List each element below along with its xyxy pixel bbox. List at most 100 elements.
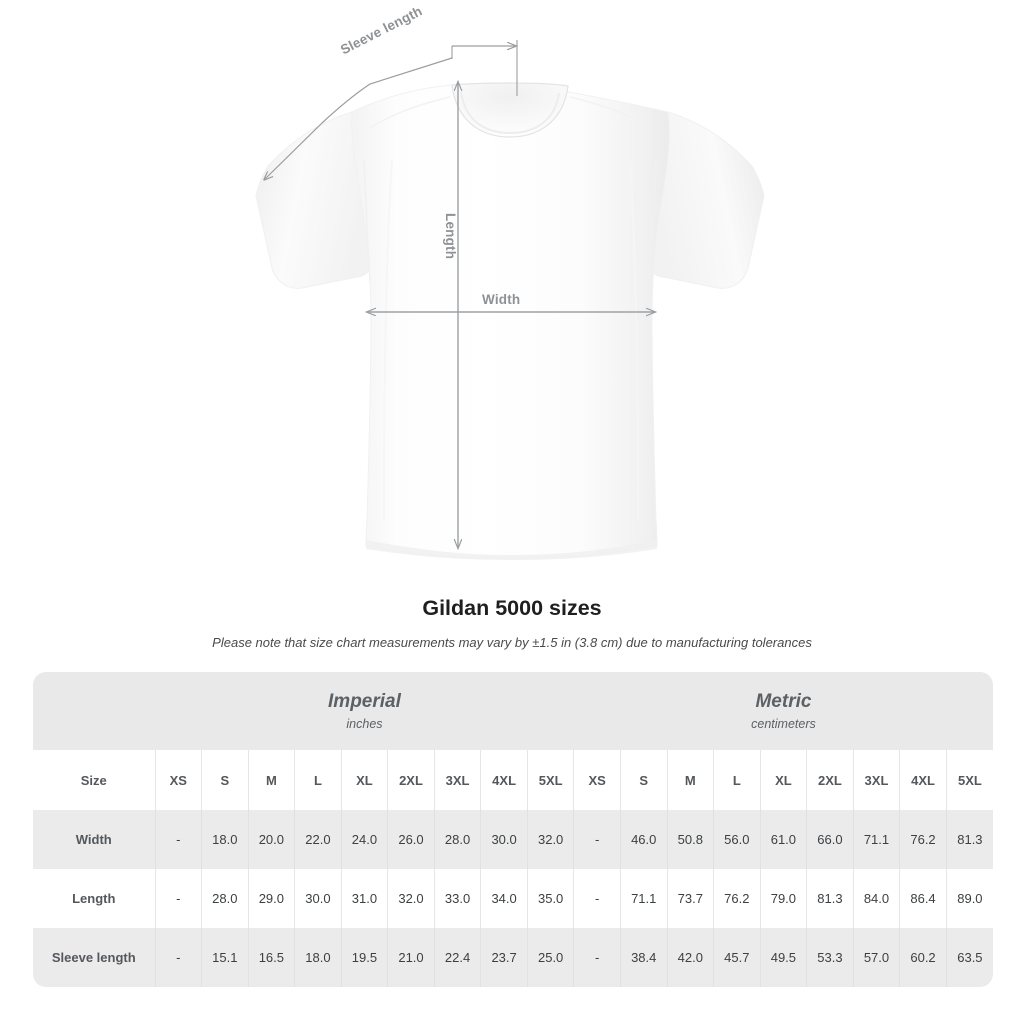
cell-metric-s: 71.1 <box>619 869 668 928</box>
size-header-cell-4xl: 4XL <box>480 750 528 810</box>
cell-metric-s: 46.0 <box>619 810 668 869</box>
row-label-sleeve-length: Sleeve length <box>33 928 155 987</box>
page-title: Gildan 5000 sizes <box>422 596 602 620</box>
cell-imperial-5xl: 35.0 <box>526 869 574 928</box>
cell-imperial-l: 22.0 <box>294 810 342 869</box>
size-header-label: Size <box>33 750 155 810</box>
cell-imperial-xs: - <box>154 810 202 869</box>
size-header-cell-xs: XS <box>573 750 621 810</box>
tshirt-sleeve-seam-left <box>363 159 371 283</box>
cell-imperial-s: 15.1 <box>201 928 249 987</box>
cell-imperial-l: 30.0 <box>294 869 342 928</box>
cell-imperial-2xl: 21.0 <box>387 928 435 987</box>
cell-metric-2xl: 81.3 <box>806 869 854 928</box>
table-row: Width -18.0 20.0 22.0 24.0 26.0 28.0 30.0 32.0-4… <box>33 810 993 869</box>
cell-imperial-m: 16.5 <box>247 928 295 987</box>
unit-header-imperial: Imperial inches <box>155 672 574 750</box>
length-label: Length <box>443 213 458 260</box>
cell-imperial-3xl: 28.0 <box>433 810 481 869</box>
cell-metric-5xl: 89.0 <box>945 869 993 928</box>
unit-subtitle: inches <box>346 717 383 732</box>
unit-band-spacer <box>33 672 155 750</box>
chart-header: Gildan 5000 sizes Please note that size … <box>0 596 1024 650</box>
size-header-cell-5xl: 5XL <box>526 750 574 810</box>
cell-metric-xs: - <box>573 810 621 869</box>
unit-name: Metric <box>755 690 812 712</box>
tshirt-collar-inner <box>460 91 560 135</box>
cell-metric-4xl: 60.2 <box>899 928 947 987</box>
size-header-cell-l: L <box>713 750 761 810</box>
size-header-cell-l: L <box>294 750 342 810</box>
sleeve-length-arrow <box>264 57 453 180</box>
cell-imperial-m: 20.0 <box>247 810 295 869</box>
tshirt-hem-shadow <box>366 540 657 560</box>
cell-metric-l: 56.0 <box>713 810 761 869</box>
cell-metric-xs: - <box>573 928 621 987</box>
tshirt-fold-left <box>383 159 393 521</box>
size-header-cell-xl: XL <box>759 750 807 810</box>
cell-metric-m: 73.7 <box>666 869 714 928</box>
cell-imperial-xs: - <box>154 869 202 928</box>
tshirt-sleeve-seam-right <box>649 159 657 283</box>
size-header-cell-m: M <box>247 750 295 810</box>
row-label-length: Length <box>33 869 155 928</box>
unit-name: Imperial <box>328 690 401 712</box>
cell-imperial-xl: 31.0 <box>340 869 388 928</box>
cell-imperial-m: 29.0 <box>247 869 295 928</box>
cell-imperial-l: 18.0 <box>294 928 342 987</box>
cell-imperial-4xl: 23.7 <box>480 928 528 987</box>
tshirt-illustration <box>255 40 765 560</box>
cell-imperial-5xl: 32.0 <box>526 810 574 869</box>
size-header-cell-2xl: 2XL <box>387 750 435 810</box>
cell-imperial-xs: - <box>154 928 202 987</box>
cell-imperial-s: 18.0 <box>201 810 249 869</box>
cell-metric-5xl: 63.5 <box>945 928 993 987</box>
table-row: Sleeve length -15.1 16.5 18.0 19.5 21.0 22.4 23… <box>33 928 993 987</box>
cell-metric-s: 38.4 <box>619 928 668 987</box>
tshirt-diagram: Sleeve length Length Width <box>255 3 765 560</box>
size-header-cell-xs: XS <box>154 750 202 810</box>
cell-metric-3xl: 57.0 <box>852 928 900 987</box>
cell-imperial-2xl: 32.0 <box>387 869 435 928</box>
cell-metric-xl: 49.5 <box>759 928 807 987</box>
cell-metric-xl: 79.0 <box>759 869 807 928</box>
unit-subtitle: centimeters <box>751 717 816 732</box>
cell-metric-2xl: 66.0 <box>806 810 854 869</box>
tshirt-shoulder-left <box>369 96 451 129</box>
cell-metric-m: 42.0 <box>666 928 714 987</box>
cell-metric-5xl: 81.3 <box>945 810 993 869</box>
unit-band-row: Imperial inches Metric centimeters <box>33 672 993 750</box>
cell-metric-xl: 61.0 <box>759 810 807 869</box>
cell-metric-m: 50.8 <box>666 810 714 869</box>
size-header-cell-3xl: 3XL <box>433 750 481 810</box>
size-header-cell-3xl: 3XL <box>852 750 900 810</box>
unit-header-metric: Metric centimeters <box>573 672 993 750</box>
tshirt-collar <box>451 82 569 138</box>
cell-imperial-5xl: 25.0 <box>526 928 574 987</box>
size-header-cell-4xl: 4XL <box>899 750 947 810</box>
cell-metric-l: 76.2 <box>713 869 761 928</box>
cell-imperial-xl: 19.5 <box>340 928 388 987</box>
cell-imperial-xl: 24.0 <box>340 810 388 869</box>
size-table: Imperial inches Metric centimeters Size XS S M L… <box>33 672 993 987</box>
cell-metric-xs: - <box>573 869 621 928</box>
cell-metric-4xl: 86.4 <box>899 869 947 928</box>
size-header-row: Size XS S M L XL 2XL 3XL 4XL 5XL XS S M L XL 2XL 3XL 4XL 5… <box>33 750 993 810</box>
cell-imperial-4xl: 30.0 <box>480 810 528 869</box>
size-header-cell-xl: XL <box>340 750 388 810</box>
size-header-cell-m: M <box>666 750 714 810</box>
table-row: Length -28.0 29.0 30.0 31.0 32.0 33.0 34.0 35.0-… <box>33 869 993 928</box>
cell-imperial-s: 28.0 <box>201 869 249 928</box>
cell-metric-3xl: 84.0 <box>852 869 900 928</box>
cell-imperial-3xl: 33.0 <box>433 869 481 928</box>
tshirt-shoulder-right <box>569 96 651 129</box>
cell-metric-l: 45.7 <box>713 928 761 987</box>
cell-metric-4xl: 76.2 <box>899 810 947 869</box>
cell-metric-3xl: 71.1 <box>852 810 900 869</box>
size-chart-table: Imperial inches Metric centimeters Size XS S M L… <box>33 672 993 987</box>
width-label: Width <box>482 292 521 307</box>
tshirt-body <box>351 83 670 559</box>
cell-imperial-4xl: 34.0 <box>480 869 528 928</box>
cell-imperial-2xl: 26.0 <box>387 810 435 869</box>
size-header-cell-2xl: 2XL <box>806 750 854 810</box>
